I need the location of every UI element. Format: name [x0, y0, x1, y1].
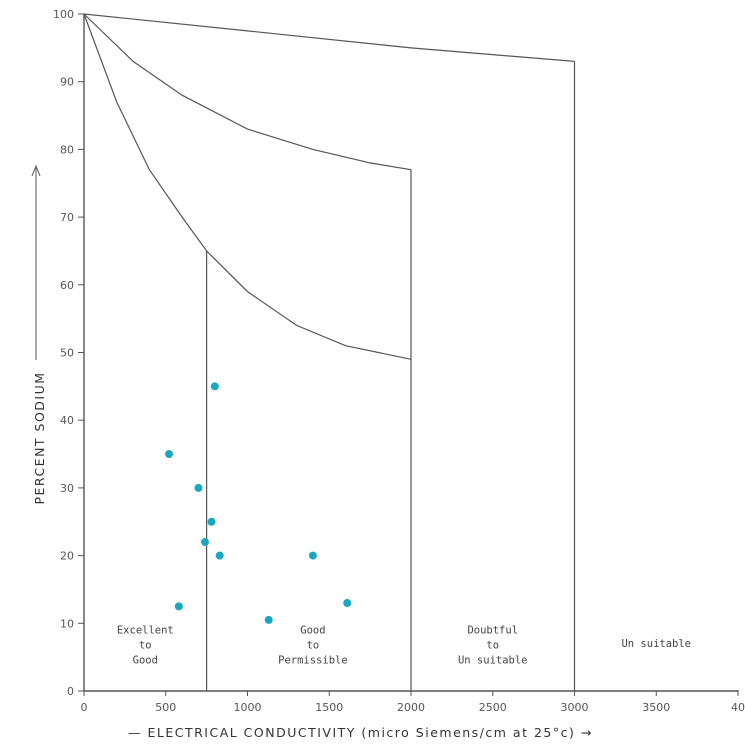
x-tick-label: 1000 [234, 701, 262, 714]
zone-label-line: to [486, 639, 499, 651]
data-point [211, 382, 219, 390]
x-tick-label: 0 [81, 701, 88, 714]
x-tick-label: 500 [155, 701, 176, 714]
y-tick-label: 100 [53, 8, 74, 21]
y-tick-label: 40 [60, 414, 74, 427]
zone-label-2: Good to Permissible [278, 624, 348, 666]
data-point [175, 602, 183, 610]
y-tick-label: 60 [60, 279, 74, 292]
y-tick-label: 30 [60, 482, 74, 495]
x-tick-label: 3000 [561, 701, 589, 714]
zone-label-4: Un suitable [621, 638, 691, 650]
data-point [265, 616, 273, 624]
zone-label-line: to [139, 639, 152, 651]
x-tick-label: 40 [731, 701, 745, 714]
zone-label-line: Good [133, 654, 158, 666]
zone-label-line: Permissible [278, 654, 348, 666]
plot-frame [32, 14, 738, 691]
y-tick-label: 10 [60, 617, 74, 630]
data-point [343, 599, 351, 607]
zone-label-line: Excellent [117, 624, 174, 636]
y-axis-title: PERCENT SODIUM [32, 371, 47, 504]
y-tick-label: 50 [60, 347, 74, 360]
zone-label-line: to [307, 639, 320, 651]
data-point [201, 538, 209, 546]
zone-label-line: Doubtful [467, 624, 518, 636]
y-tick-label: 0 [67, 685, 74, 698]
y-tick-label: 80 [60, 143, 74, 156]
boundary-line-2 [84, 14, 411, 170]
x-tick-label: 3500 [642, 701, 670, 714]
x-tick-label: 2500 [479, 701, 507, 714]
boundary-line-3 [84, 14, 575, 61]
data-points [165, 382, 351, 624]
data-point [216, 552, 224, 560]
zone-label-line: Un suitable [458, 654, 528, 666]
boundary-lines [84, 14, 575, 691]
y-tick-label: 90 [60, 76, 74, 89]
zone-labels: Excellent to Good Good to Permissible Doubtful… [117, 624, 691, 666]
data-point [208, 518, 216, 526]
data-point [194, 484, 202, 492]
y-tick-label: 70 [60, 211, 74, 224]
data-point [309, 552, 317, 560]
y-tick-label: 20 [60, 550, 74, 563]
x-axis-title: — ELECTRICAL CONDUCTIVITY (micro Siemens… [128, 725, 593, 740]
data-point [165, 450, 173, 458]
zone-label-1: Excellent to Good [117, 624, 174, 666]
x-tick-label: 2000 [397, 701, 425, 714]
zone-label-3: Doubtful to Un suitable [458, 624, 528, 666]
x-tick-label: 1500 [315, 701, 343, 714]
zone-label-line: Good [300, 624, 325, 636]
boundary-line-1 [84, 14, 411, 359]
zone-label-line: Un suitable [621, 638, 691, 650]
